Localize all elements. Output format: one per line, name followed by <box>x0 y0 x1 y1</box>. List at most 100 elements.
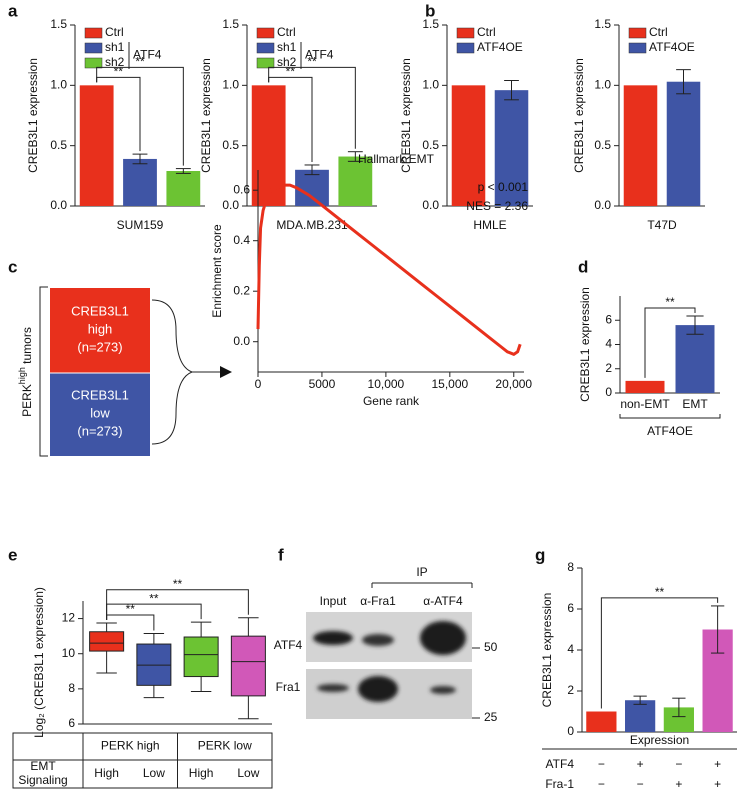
group-label-part: tumors <box>20 327 34 364</box>
significance-bracket <box>96 66 184 166</box>
legend-label: sh1 <box>277 40 297 54</box>
significance-bracket <box>600 597 719 709</box>
y-tick-label: 1.5 <box>222 17 239 31</box>
box-text: CREB3L1 <box>71 303 129 318</box>
row-label: Signaling <box>18 773 67 787</box>
y-tick-label: 1.0 <box>422 78 439 92</box>
y-tick-label: 0.6 <box>233 182 250 196</box>
table-cell: − <box>598 777 605 791</box>
legend-label: ATF4OE <box>477 40 523 54</box>
marker-label: 50 <box>484 640 498 654</box>
table-cell: − <box>675 757 682 771</box>
brace <box>151 299 194 445</box>
schematic: PERKhigh tumors CREB3L1 high (n=273) CRE… <box>17 286 232 457</box>
box <box>230 635 266 697</box>
significance-label: ** <box>135 55 145 69</box>
y-tick-label: 8 <box>567 560 574 574</box>
y-tick-label: 0.4 <box>233 233 250 247</box>
significance-label: ** <box>173 577 183 591</box>
legend-swatch <box>256 57 275 69</box>
box-text: low <box>90 405 110 420</box>
lane-label: α-Fra1 <box>360 594 396 608</box>
significance-label: ** <box>307 55 317 69</box>
y-tick-label: 8 <box>68 681 75 695</box>
box-text: CREB3L1 <box>71 387 129 402</box>
box-text: high <box>88 321 113 336</box>
y-tick-label: 0.0 <box>594 198 611 212</box>
y-tick-label: 6 <box>567 601 574 615</box>
legend-label: sh2 <box>105 55 125 69</box>
y-tick-label: 0.2 <box>233 283 250 297</box>
bar <box>451 85 486 206</box>
legend-label: Ctrl <box>105 25 124 39</box>
y-axis-label: CREB3L1 expression <box>572 58 586 173</box>
bar <box>675 325 715 393</box>
significance-bracket <box>268 66 356 149</box>
y-tick-label: 0.0 <box>233 334 250 348</box>
y-tick-label: 4 <box>567 642 574 656</box>
western-blot: IP Input α-Fra1 α-ATF4 ATF4 Fra1 50 25 <box>274 565 498 724</box>
lane-label: α-ATF4 <box>423 594 463 608</box>
legend-swatch <box>84 27 103 39</box>
legend-label: Ctrl <box>649 25 668 39</box>
ip-label: IP <box>416 565 427 579</box>
category-label: Low <box>237 766 259 780</box>
y-tick-label: 6 <box>68 716 75 730</box>
legend-swatch <box>256 42 275 54</box>
high-box <box>50 288 150 373</box>
x-tick-label: 10,000 <box>368 377 405 391</box>
x-tick-label: 5000 <box>309 377 336 391</box>
y-tick-label: 0.5 <box>422 138 439 152</box>
legend-label: Ctrl <box>477 25 496 39</box>
legend-swatch <box>628 42 647 54</box>
x-tick-label: 15,000 <box>431 377 468 391</box>
box <box>183 636 219 678</box>
box <box>89 631 125 652</box>
category-label: High <box>94 766 119 780</box>
x-tick-label: 0 <box>255 377 262 391</box>
row-label: Fra1 <box>276 680 301 694</box>
legend-swatch <box>456 42 475 54</box>
row-label: ATF4 <box>274 638 303 652</box>
significance-label: ** <box>114 65 124 79</box>
significance-bracket <box>106 589 249 620</box>
y-tick-label: 1.0 <box>222 78 239 92</box>
significance-bracket <box>644 307 696 378</box>
legend-swatch <box>84 57 103 69</box>
lane-label: Input <box>320 594 347 608</box>
bar <box>586 711 617 732</box>
group-label: PERKhigh tumors <box>17 327 34 417</box>
y-tick-label: 0.0 <box>422 198 439 212</box>
table-row-label: ATF4 <box>546 757 575 771</box>
panel-label: c <box>8 257 17 276</box>
table-cell: + <box>675 777 682 791</box>
band <box>430 686 456 694</box>
legend-swatch <box>628 27 647 39</box>
y-tick-label: 4 <box>605 337 612 351</box>
y-tick-label: 2 <box>567 683 574 697</box>
band <box>420 621 466 655</box>
marker-label: 25 <box>484 710 498 724</box>
bar <box>494 90 529 206</box>
y-tick-label: 12 <box>62 611 76 625</box>
panel-label: b <box>425 1 435 20</box>
legend-group-label: ATF4 <box>133 48 162 62</box>
y-tick-label: 0.0 <box>50 198 67 212</box>
y-tick-label: 6 <box>605 312 612 326</box>
band <box>317 684 349 692</box>
x-axis-label: HMLE <box>473 218 506 232</box>
y-axis-label: Enrichment score <box>210 224 224 318</box>
arrow-head <box>220 366 232 378</box>
y-axis-label: CREB3L1 expression <box>399 58 413 173</box>
group-label-sup: high <box>17 367 27 384</box>
row-label: EMT <box>30 759 56 773</box>
y-axis-label: CREB3L1 expression <box>199 58 213 173</box>
significance-label: ** <box>149 591 159 605</box>
bracket <box>39 286 48 457</box>
line <box>256 183 522 356</box>
bar <box>123 158 157 206</box>
y-tick-label: 1.5 <box>50 17 67 31</box>
significance-label: ** <box>665 295 675 309</box>
table-cell: + <box>714 777 721 791</box>
